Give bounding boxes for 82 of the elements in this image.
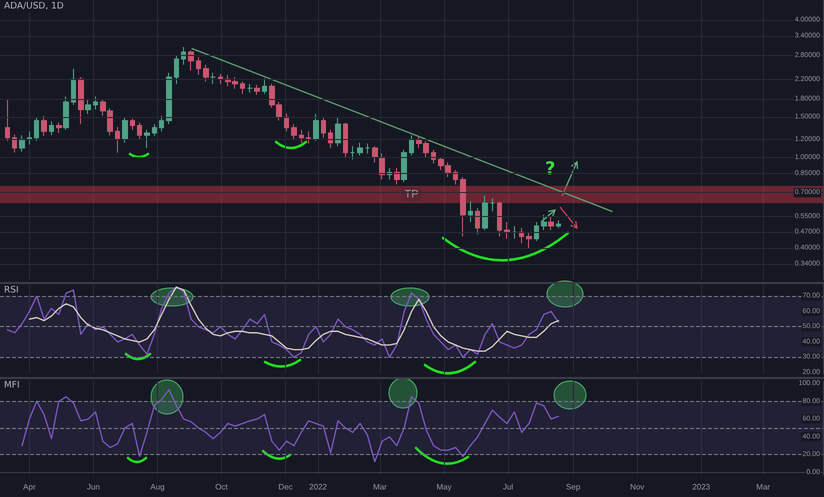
candlestick bbox=[541, 214, 547, 231]
candlestick bbox=[460, 176, 466, 237]
candlestick bbox=[291, 124, 297, 140]
x-tick-label: Apr bbox=[23, 482, 36, 492]
chart-title: MFI bbox=[4, 380, 20, 390]
candlestick bbox=[56, 122, 62, 134]
candlestick bbox=[144, 129, 150, 148]
candlestick bbox=[379, 153, 385, 180]
candlestick bbox=[93, 96, 98, 110]
candlestick bbox=[512, 226, 517, 240]
candlestick bbox=[343, 122, 348, 158]
candlestick bbox=[284, 112, 289, 132]
candlestick bbox=[490, 198, 495, 212]
candlestick bbox=[387, 167, 392, 180]
candlestick bbox=[313, 113, 319, 142]
x-tick-label: Sep bbox=[566, 482, 581, 492]
candlestick bbox=[357, 142, 363, 156]
candlestick bbox=[335, 116, 341, 147]
candlestick bbox=[181, 46, 186, 66]
candlestick bbox=[519, 228, 524, 244]
candlestick bbox=[401, 149, 407, 183]
candlestick bbox=[299, 129, 304, 144]
candlestick bbox=[130, 118, 135, 130]
candlestick bbox=[27, 130, 32, 145]
candlestick bbox=[174, 54, 179, 84]
candlestick bbox=[534, 222, 539, 242]
candlestick bbox=[49, 120, 54, 136]
candlestick bbox=[115, 126, 120, 154]
candlestick bbox=[218, 74, 223, 84]
x-tick-label: Jul bbox=[502, 482, 514, 492]
candlestick bbox=[431, 149, 436, 164]
candlestick bbox=[19, 134, 25, 152]
candlestick bbox=[254, 84, 260, 96]
candlestick bbox=[203, 64, 209, 82]
x-tick-label: Dec bbox=[278, 482, 293, 492]
candlestick bbox=[409, 134, 414, 156]
candlestick bbox=[137, 122, 142, 140]
candlestick bbox=[122, 116, 128, 144]
candlestick bbox=[210, 72, 216, 84]
candlestick bbox=[468, 201, 473, 223]
x-tick-label: Oct bbox=[215, 482, 228, 492]
candlestick bbox=[328, 129, 333, 148]
candlestick bbox=[321, 116, 326, 138]
candlestick bbox=[504, 222, 510, 240]
candlestick bbox=[306, 130, 311, 144]
candlestick bbox=[159, 115, 164, 132]
candlestick bbox=[5, 98, 10, 142]
candlestick bbox=[482, 195, 488, 231]
candlestick bbox=[247, 83, 253, 94]
candlestick bbox=[85, 100, 91, 114]
candlestick bbox=[34, 116, 39, 142]
candlestick bbox=[556, 220, 561, 229]
candlestick bbox=[475, 207, 480, 235]
candlestick bbox=[394, 167, 400, 186]
candlestick bbox=[372, 146, 378, 163]
candlestick bbox=[262, 78, 267, 94]
candlestick bbox=[152, 124, 157, 137]
candlestick bbox=[365, 143, 370, 154]
x-tick-label: May bbox=[436, 482, 452, 492]
x-tick-label: 2022 bbox=[309, 482, 328, 492]
candlestick bbox=[196, 56, 201, 76]
candlestick bbox=[166, 72, 172, 125]
chart-title: ADA/USD, 1D bbox=[4, 2, 64, 12]
candlestick bbox=[78, 76, 84, 125]
candlestick bbox=[350, 146, 355, 160]
candlestick bbox=[41, 115, 47, 137]
candlestick bbox=[188, 50, 194, 72]
candlestick bbox=[63, 96, 69, 130]
chart-title: RSI bbox=[4, 286, 19, 296]
candlestick bbox=[71, 68, 76, 106]
x-tick-label: Mar bbox=[756, 482, 770, 492]
candlestick bbox=[526, 232, 532, 249]
x-tick-label: Nov bbox=[630, 482, 644, 492]
candlestick bbox=[453, 170, 458, 186]
x-tick-label: Jun bbox=[86, 482, 100, 492]
candlestick bbox=[497, 201, 502, 237]
x-tick-label: Aug bbox=[150, 482, 165, 492]
candlestick bbox=[240, 81, 245, 94]
x-tick-label: 2023 bbox=[692, 482, 711, 492]
x-tick-label: Mar bbox=[373, 482, 388, 492]
line-series bbox=[21, 389, 560, 462]
candlestick bbox=[12, 134, 17, 154]
